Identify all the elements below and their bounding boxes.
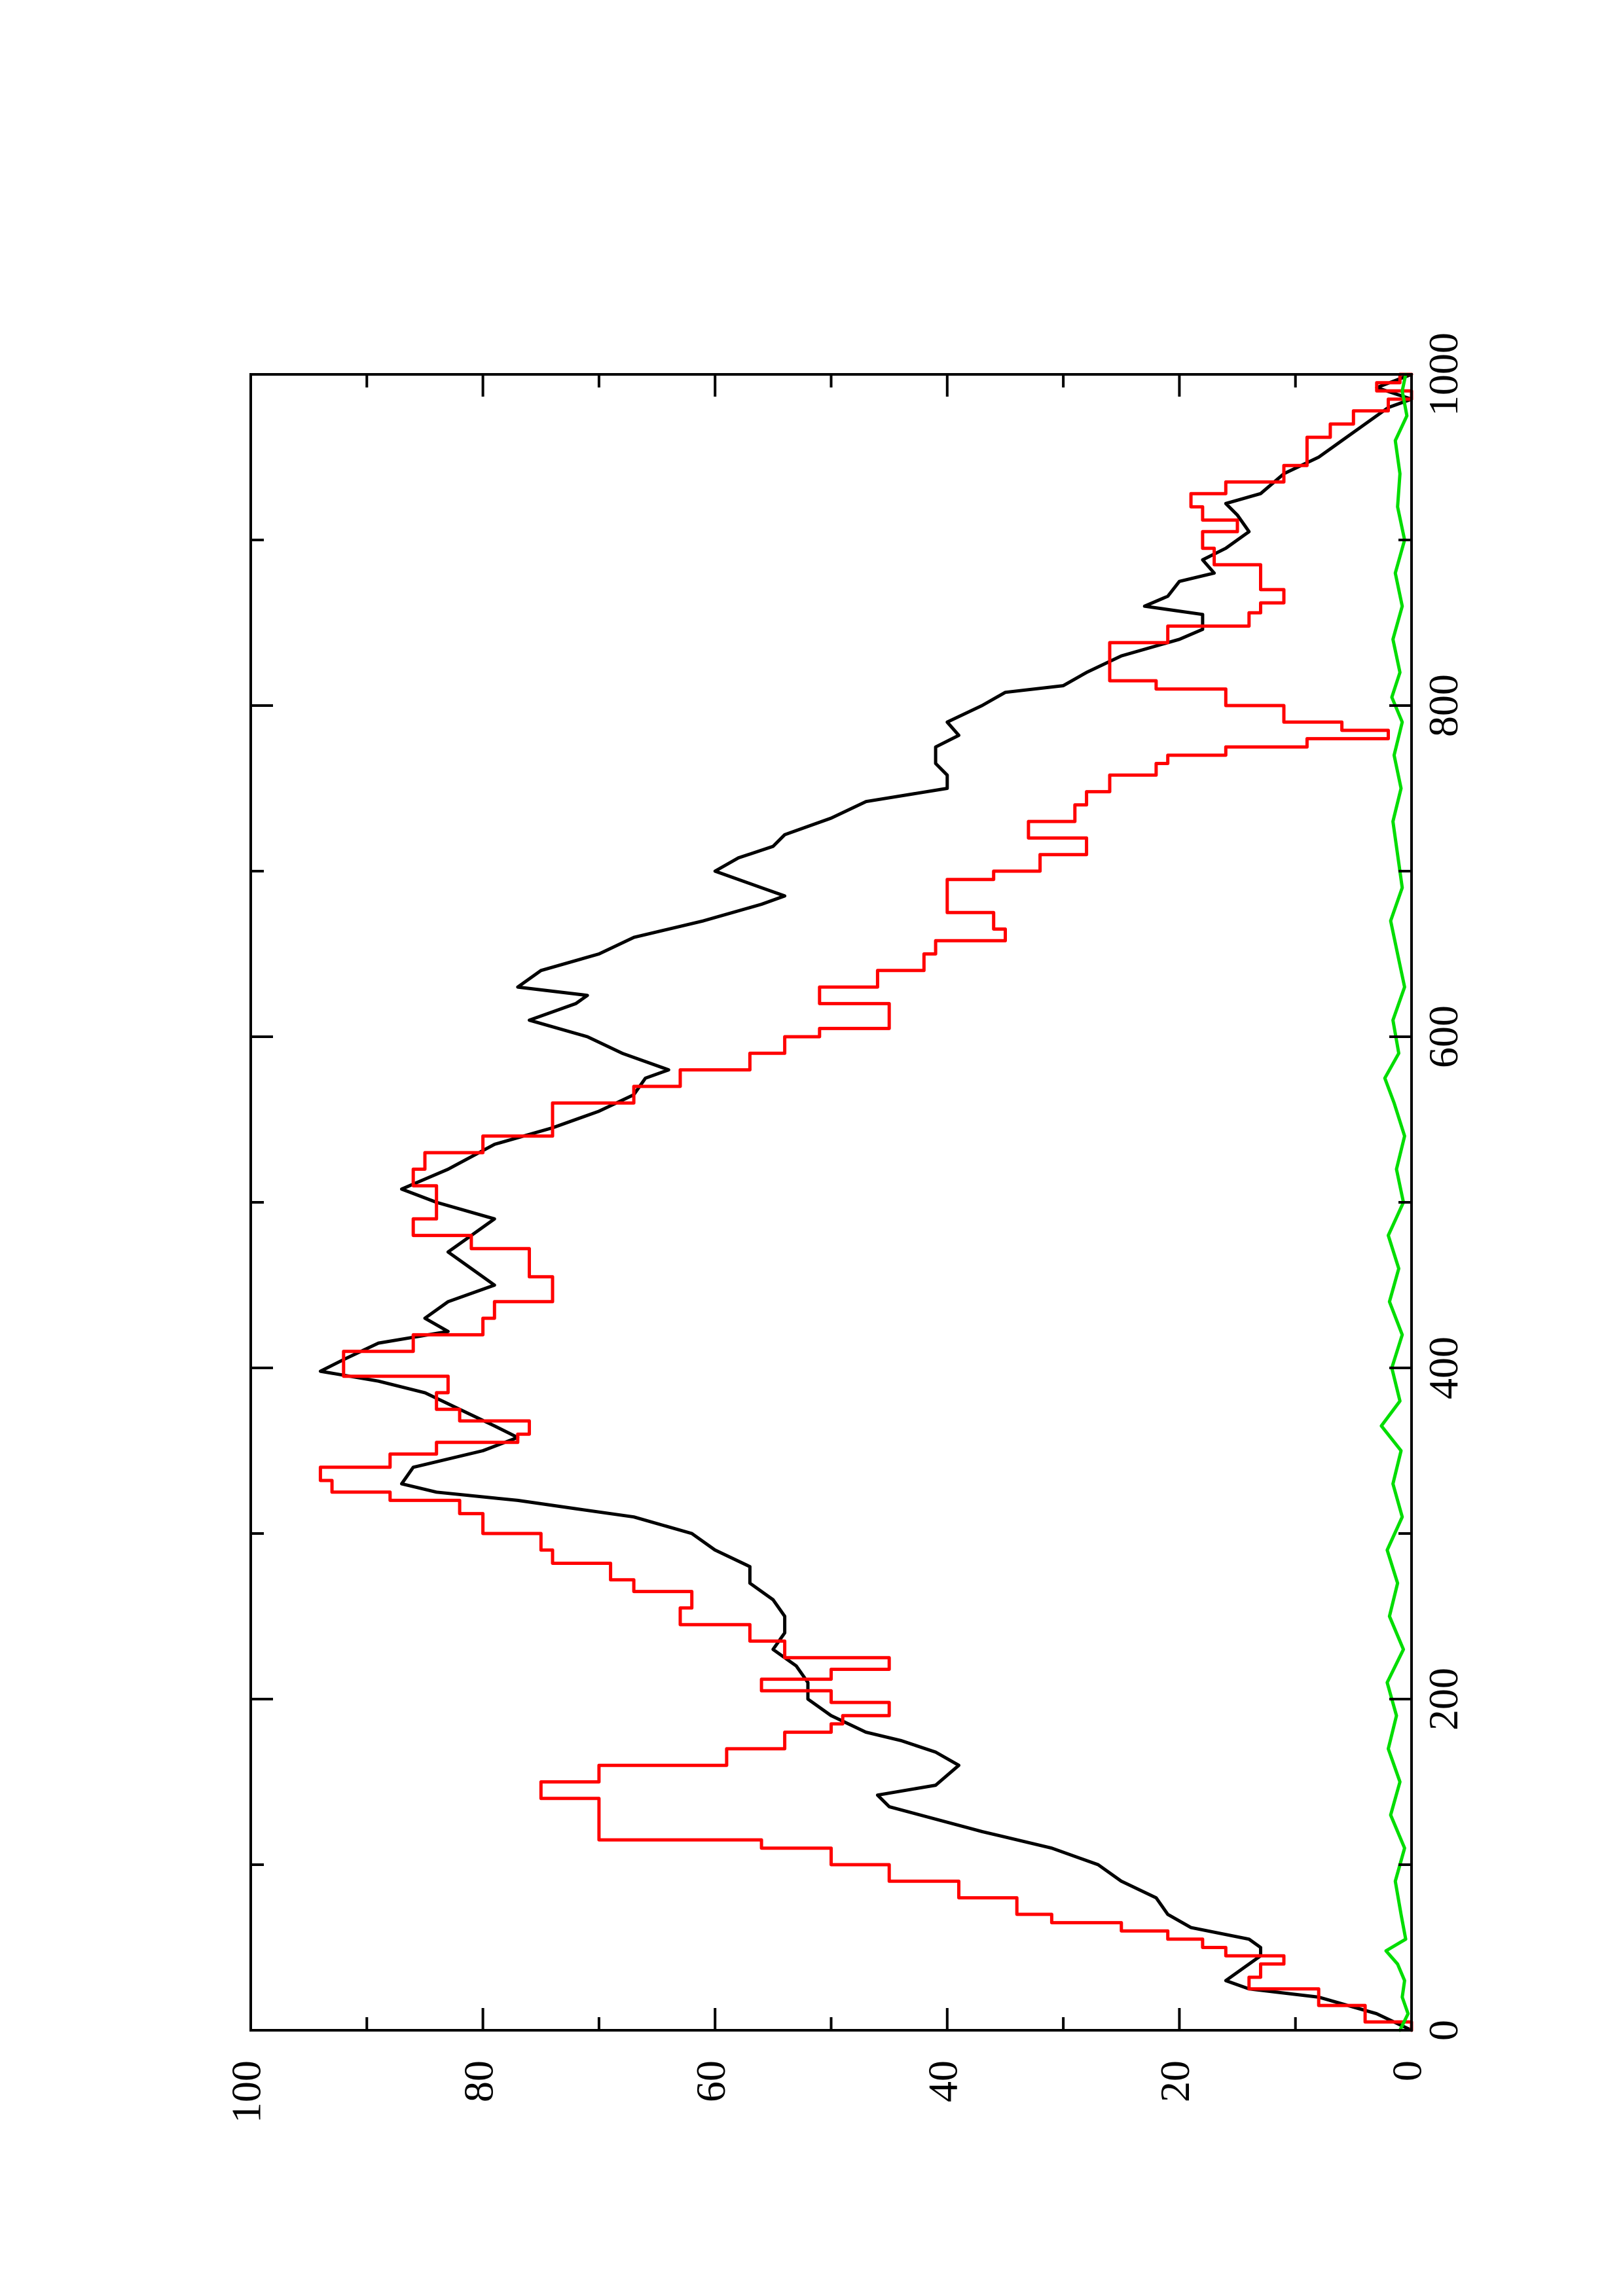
- x-tick-label: 400: [1420, 1336, 1467, 1399]
- plot-area: [249, 372, 1413, 2032]
- x-tick-label: 0: [1420, 2020, 1467, 2041]
- series-line-2: [318, 372, 1413, 2032]
- series-group: [318, 372, 1413, 2032]
- plot-frame: [249, 373, 1413, 2032]
- y-tick-label: 60: [687, 2060, 734, 2102]
- x-tick-label: 1000: [1420, 332, 1467, 416]
- tick-labels: 0 200 400 600 800 1000 0 20 40 60 80 100: [223, 332, 1467, 2123]
- x-tick-label: 800: [1420, 674, 1467, 737]
- y-tick-label: 20: [1152, 2060, 1198, 2102]
- x-tick-label: 200: [1420, 1668, 1467, 1731]
- y-tick-label: 0: [1384, 2060, 1431, 2081]
- y-tick-label: 100: [223, 2060, 270, 2123]
- series-line-1: [318, 372, 1413, 2032]
- y-tick-label: 40: [919, 2060, 966, 2102]
- series-line-3: [1379, 372, 1410, 2032]
- x-tick-label: 600: [1420, 1005, 1467, 1068]
- y-tick-label: 80: [455, 2060, 501, 2102]
- axis-ticks: [249, 373, 1413, 2032]
